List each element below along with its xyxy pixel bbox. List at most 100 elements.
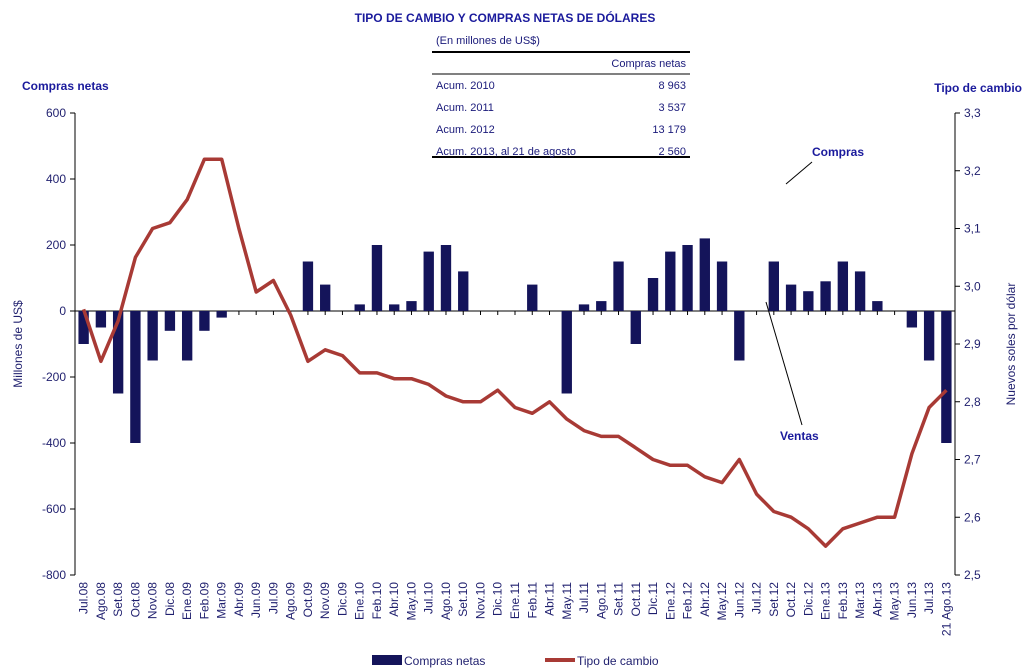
bar <box>458 271 469 311</box>
bar <box>941 311 952 443</box>
chart-title: TIPO DE CAMBIO Y COMPRAS NETAS DE DÓLARE… <box>355 10 656 25</box>
bar <box>630 311 641 344</box>
x-tick-label: Ene.13 <box>819 582 833 620</box>
bar <box>147 311 158 361</box>
x-tick-label: Nov.08 <box>146 582 160 619</box>
bar <box>320 284 331 311</box>
x-tick-label: Jul.08 <box>77 582 91 614</box>
x-tick-label: Dic.11 <box>646 582 660 615</box>
x-tick-label: Nov.10 <box>473 582 487 619</box>
x-tick-label: Feb.12 <box>681 582 695 620</box>
x-tick-label: Oct.08 <box>128 582 142 618</box>
x-tick-label: Feb.10 <box>370 582 384 620</box>
bar <box>371 245 383 311</box>
y-title: Compras netas <box>22 79 109 93</box>
bar <box>854 271 866 311</box>
x-tick-label: Abr.11 <box>543 582 557 616</box>
y2-tick-label: 3,1 <box>964 222 981 236</box>
table-value: 13 179 <box>652 124 686 136</box>
y2-tick-label: 2,6 <box>964 510 981 524</box>
bar <box>561 311 572 394</box>
table-label: Acum. 2013, al 21 de agosto <box>436 146 576 158</box>
x-tick-label: Jul.11 <box>577 582 591 613</box>
x-tick-label: Ene.10 <box>353 582 367 620</box>
table-label: Acum. 2011 <box>436 102 494 114</box>
x-tick-label: May.11 <box>560 582 574 620</box>
y2-tick-label: 3,2 <box>964 164 981 178</box>
x-tick-label: Dic.09 <box>335 582 349 616</box>
x-tick-label: Jun.12 <box>732 582 746 618</box>
x-tick-label: Mar.09 <box>215 582 229 619</box>
bar <box>837 261 849 311</box>
bar <box>181 311 193 361</box>
bar <box>112 311 124 394</box>
x-tick-label: May.12 <box>715 582 729 621</box>
x-tick-label: Jul.12 <box>750 582 764 614</box>
y2-tick-label: 2,8 <box>964 395 981 409</box>
x-tick-label: Feb.13 <box>836 582 850 620</box>
bar <box>682 245 693 311</box>
table-subtitle: (En millones de US$) <box>436 35 540 47</box>
x-tick-label: Set.12 <box>767 582 781 617</box>
annotation: Compras <box>812 145 864 159</box>
x-tick-label: Feb.11 <box>525 582 539 619</box>
table-header: Compras netas <box>611 58 686 70</box>
bar <box>216 311 227 318</box>
y-tick-label: -400 <box>42 436 66 450</box>
y-tick-label: -800 <box>42 568 66 582</box>
bar <box>130 311 141 443</box>
x-tick-label: Dic.08 <box>163 582 177 616</box>
y2-tick-label: 2,9 <box>964 337 981 351</box>
annotation: Ventas <box>780 429 819 443</box>
y2-tick-label: 2,5 <box>964 568 981 582</box>
bar <box>820 281 831 311</box>
y-tick-label: -200 <box>42 370 66 384</box>
x-tick-label: Jul.13 <box>922 582 936 614</box>
x-tick-label: May.13 <box>888 582 902 621</box>
bar <box>613 261 624 311</box>
bar <box>440 245 452 311</box>
y-tick-label: 0 <box>59 304 66 318</box>
arrow <box>765 301 803 426</box>
x-tick-label: Ene.12 <box>663 582 677 620</box>
bar <box>785 284 797 311</box>
bar <box>406 301 417 311</box>
x-tick-label: Feb.09 <box>197 582 211 620</box>
y2-tick-label: 2,7 <box>964 453 981 467</box>
x-tick-label: 21 Ago.13 <box>939 582 953 636</box>
x-tick-label: Jul.10 <box>422 582 436 614</box>
bar <box>665 251 676 311</box>
bar <box>872 301 883 311</box>
bar <box>354 304 365 311</box>
y-tick-label: 400 <box>46 172 66 186</box>
y-tick-label: -600 <box>42 502 66 516</box>
x-tick-label: Abr.09 <box>232 582 246 617</box>
y2-tick-label: 3,3 <box>964 106 981 120</box>
bar <box>803 291 814 311</box>
x-tick-label: Ago.10 <box>439 582 453 620</box>
x-tick-label: Dic.10 <box>491 582 505 616</box>
bar <box>906 311 918 328</box>
line <box>81 157 948 548</box>
table-value: 3 537 <box>658 102 686 114</box>
table-label: Acum. 2012 <box>436 124 495 136</box>
x-tick-label: Jun.09 <box>249 582 263 618</box>
x-tick-label: Jun.13 <box>905 582 919 618</box>
bar <box>716 261 728 311</box>
x-tick-label: Jul.09 <box>266 582 280 614</box>
arrow <box>785 161 813 185</box>
bar <box>647 278 659 311</box>
legend-swatch <box>372 655 402 665</box>
legend-label: Tipo de cambio <box>577 654 659 668</box>
x-tick-label: Ene.11 <box>508 582 522 619</box>
bar <box>768 261 779 311</box>
x-tick-label: Ago.08 <box>94 582 108 620</box>
bar <box>78 311 89 344</box>
x-tick-label: Abr.12 <box>698 582 712 617</box>
table-value: 8 963 <box>658 80 686 92</box>
bar <box>923 311 935 361</box>
y-tick-label: 600 <box>46 106 66 120</box>
x-tick-label: May.10 <box>404 582 418 621</box>
x-tick-label: Oct.12 <box>784 582 798 618</box>
x-tick-label: Dic.12 <box>801 582 815 616</box>
